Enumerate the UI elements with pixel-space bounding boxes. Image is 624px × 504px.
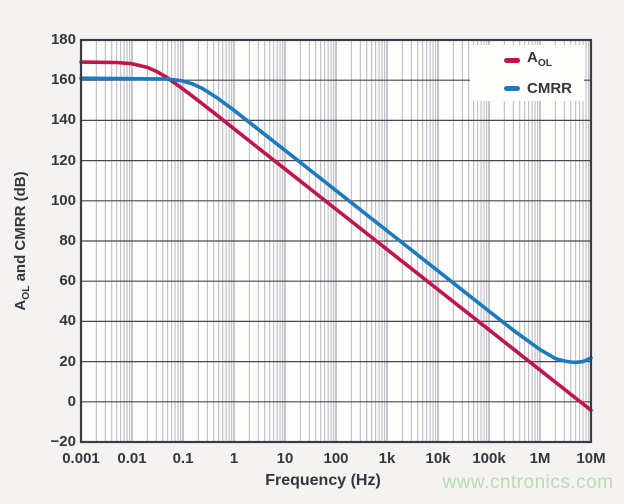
legend-label-aol-main: A: [527, 48, 538, 66]
legend-item-cmrr: CMRR: [470, 80, 584, 98]
y-axis-title-main: A: [12, 299, 29, 311]
legend-label-aol-subscript: OL: [537, 57, 552, 69]
y-axis-title: AOL and CMRR (dB): [12, 131, 32, 351]
aol-line-swatch-icon: [504, 58, 520, 63]
y-tick-label: −20: [50, 433, 76, 450]
x-tick-label: 0.001: [62, 450, 100, 467]
y-tick-label: 120: [50, 151, 76, 169]
y-axis-title-subscript: OL: [21, 285, 32, 300]
y-axis-title-rest: and CMRR (dB): [12, 171, 29, 286]
legend-label-cmrr: CMRR: [527, 79, 572, 97]
y-tick-label: 160: [50, 71, 76, 89]
x-tick-label: 10M: [576, 450, 606, 467]
x-tick-label: 10k: [425, 450, 451, 467]
x-tick-label: 1: [229, 450, 239, 467]
x-tick-label: 1M: [529, 450, 551, 467]
cmrr-line-swatch-icon: [504, 86, 520, 91]
watermark-text: www.cntronics.com: [442, 472, 614, 493]
legend-label-aol: AOL: [527, 49, 552, 73]
legend-item-aol: AOL: [470, 49, 584, 73]
y-tick-label: 0: [67, 392, 76, 410]
x-tick-label: 0.01: [117, 450, 147, 467]
y-tick-label: 60: [59, 272, 76, 290]
x-tick-label: 1k: [378, 450, 396, 467]
y-tick-label: 140: [50, 111, 76, 129]
y-tick-label: 40: [59, 312, 76, 330]
x-tick-label: 10: [276, 450, 294, 467]
y-tick-label: 180: [50, 31, 76, 48]
y-tick-label: 100: [50, 191, 76, 209]
x-tick-label: 0.1: [172, 450, 194, 467]
y-tick-label: 80: [59, 232, 76, 249]
y-tick-label: 20: [59, 352, 76, 370]
chart-legend: AOL CMRR: [470, 45, 584, 101]
x-axis-title: Frequency (Hz): [265, 472, 381, 489]
x-tick-label: 100: [323, 450, 349, 467]
x-tick-label: 100k: [472, 450, 506, 467]
